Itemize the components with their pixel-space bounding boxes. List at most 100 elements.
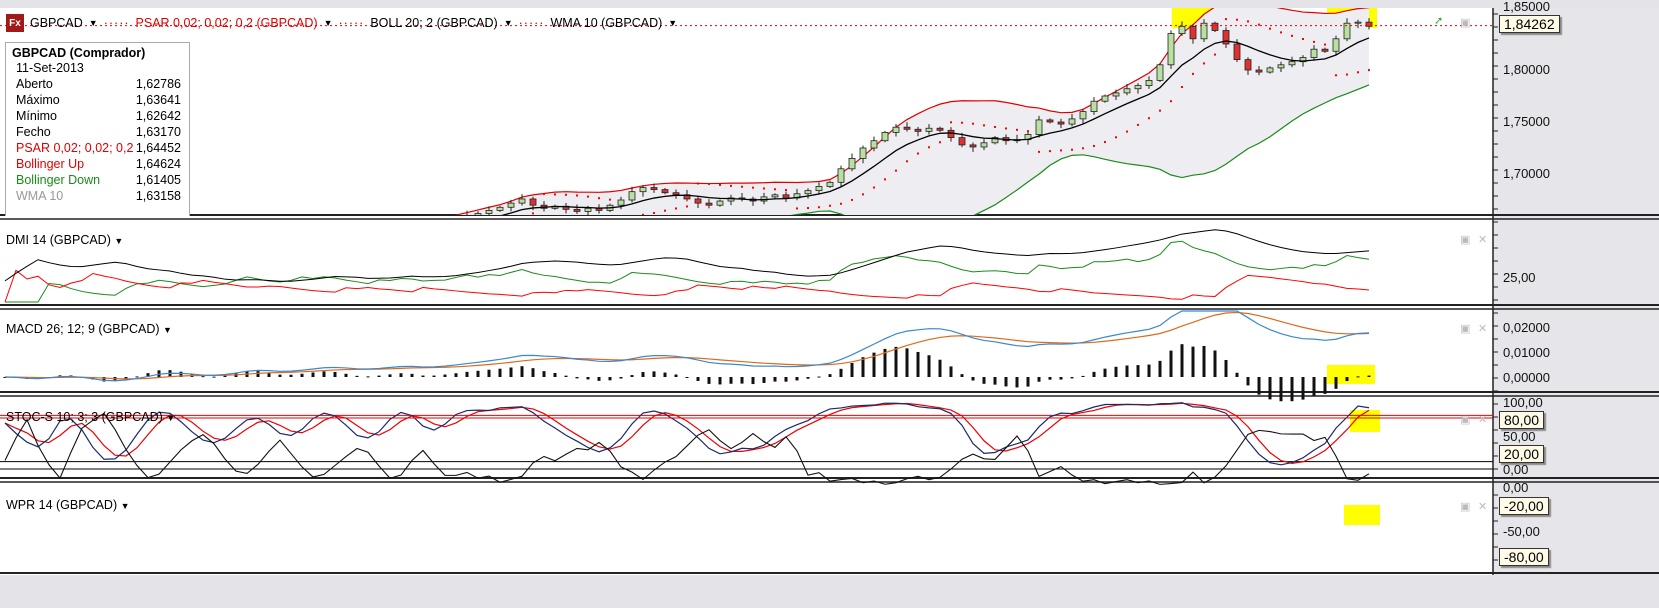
wpr-line	[4, 412, 1370, 485]
psar-dot	[1093, 144, 1095, 147]
psar-dot	[411, 241, 413, 243]
chevron-down-icon[interactable]: ▼	[503, 18, 513, 28]
candle-body	[112, 253, 118, 257]
candle-body	[969, 144, 977, 148]
psar-dot	[785, 189, 787, 192]
close-stoc-icon[interactable]: ✕	[1478, 414, 1488, 426]
macd-histogram-bar	[465, 371, 469, 377]
psar-dot	[213, 231, 215, 233]
psar-dot	[422, 240, 424, 242]
macd-histogram-bar	[278, 374, 282, 377]
row-label: Máximo	[16, 93, 60, 107]
fx-logo-icon: Fx	[6, 14, 24, 32]
psar-dot	[884, 178, 886, 181]
psar-dot	[158, 258, 160, 260]
macd-panel-label[interactable]: MACD 26; 12; 9 (GBPCAD) ▼	[6, 322, 172, 336]
candle-body	[881, 131, 889, 142]
macd-histogram-bar	[1103, 368, 1107, 377]
row-label: Bollinger Down	[16, 173, 101, 187]
psar-dot	[400, 243, 402, 245]
chevron-down-icon[interactable]: ▼	[323, 18, 333, 28]
psar-indicator-label[interactable]: PSAR 0,02; 0,02; 0,2 (GBPCAD)	[135, 16, 318, 30]
row-label: Aberto	[16, 77, 53, 91]
candle-body	[474, 213, 482, 215]
macd-histogram-bar	[1015, 377, 1019, 388]
macd-histogram-bar	[762, 377, 766, 383]
psar-dot	[1291, 34, 1293, 37]
psar-dot	[631, 214, 633, 215]
psar-dot	[246, 253, 248, 255]
candle-body	[991, 137, 999, 144]
candle-body	[398, 224, 404, 226]
psar-dot	[576, 194, 578, 197]
macd-histogram-bar	[1026, 377, 1030, 387]
maximize-main-icon[interactable]: ▣	[1460, 17, 1471, 29]
candle-body	[672, 192, 680, 196]
macd-histogram-bar	[487, 369, 491, 377]
stoc-panel-label[interactable]: STOC-S 10; 3; 3 (GBPCAD) ▼	[6, 410, 176, 424]
wpr-panel-label[interactable]: WPR 14 (GBPCAD) ▼	[6, 498, 130, 512]
psar-dot	[466, 233, 468, 235]
macd-histogram-bar	[1037, 377, 1041, 382]
psar-dot	[1104, 141, 1106, 144]
symbol-selector[interactable]: GBPCAD	[30, 16, 83, 30]
candle-body	[178, 240, 184, 244]
candle-body	[947, 129, 955, 139]
psar-dot	[1368, 69, 1370, 72]
candle-body	[1134, 85, 1142, 90]
candle-body	[485, 209, 493, 214]
macd-tick: 0,02000	[1503, 320, 1550, 335]
psar-dot	[873, 186, 875, 189]
macd-histogram-bar	[938, 359, 942, 377]
macd-histogram-bar	[597, 377, 601, 381]
dmi-panel-label[interactable]: DMI 14 (GBPCAD) ▼	[6, 233, 124, 247]
chevron-down-icon[interactable]: ▼	[668, 18, 678, 28]
row-label: PSAR 0,02; 0,02; 0,2	[16, 141, 134, 155]
close-macd-icon[interactable]: ✕	[1478, 323, 1488, 335]
psar-dot	[730, 184, 732, 187]
psar-dot	[455, 235, 457, 237]
psar-dot	[1071, 148, 1073, 151]
row-value: 1,63158	[135, 189, 181, 203]
psar-dot	[1335, 74, 1337, 77]
close-wpr-icon[interactable]: ✕	[1478, 501, 1488, 513]
candle-body	[1046, 119, 1054, 123]
plus-di-line	[5, 240, 1370, 303]
macd-histogram-bar	[179, 371, 183, 377]
chevron-down-icon[interactable]: ▼	[88, 18, 98, 28]
wma-indicator-label[interactable]: WMA 10 (GBPCAD)	[550, 16, 663, 30]
maximize-wpr-icon[interactable]: ▣	[1460, 501, 1471, 513]
candle-body	[310, 230, 316, 233]
macd-histogram-bar	[410, 373, 414, 377]
macd-histogram-bar	[421, 375, 425, 377]
macd-histogram-bar	[696, 377, 700, 381]
maximize-macd-icon[interactable]: ▣	[1460, 323, 1471, 335]
boll-indicator-label[interactable]: BOLL 20; 2 (GBPCAD)	[370, 16, 498, 30]
macd-histogram-bar	[256, 371, 260, 377]
macd-histogram-bar	[652, 371, 656, 377]
macd-histogram-bar	[201, 376, 205, 378]
candle-body	[354, 234, 360, 236]
bottom-bar	[0, 575, 1659, 608]
row-value: 1,62642	[135, 109, 181, 123]
psar-dot	[983, 124, 985, 127]
row-label: Mínimo	[16, 109, 57, 123]
macd-histogram-bar	[1180, 344, 1184, 377]
adx-line	[4, 229, 1370, 282]
maximize-dmi-icon[interactable]: ▣	[1460, 234, 1471, 246]
stoc-tick: 0,00	[1503, 462, 1529, 477]
macd-histogram-bar	[1158, 360, 1162, 377]
close-dmi-icon[interactable]: ✕	[1478, 234, 1488, 246]
maximize-stoc-icon[interactable]: ▣	[1460, 414, 1471, 426]
macd-histogram-bar	[399, 373, 403, 377]
macd-histogram-bar	[1224, 359, 1228, 377]
macd-histogram-bar	[850, 363, 854, 377]
psar-dot	[1324, 43, 1326, 46]
macd-histogram-bar	[641, 372, 645, 377]
macd-histogram-bar	[355, 375, 359, 377]
macd-histogram-bar	[718, 377, 722, 385]
macd-histogram-bar	[817, 376, 821, 378]
candle-body	[859, 147, 867, 159]
candle-body	[90, 251, 96, 255]
